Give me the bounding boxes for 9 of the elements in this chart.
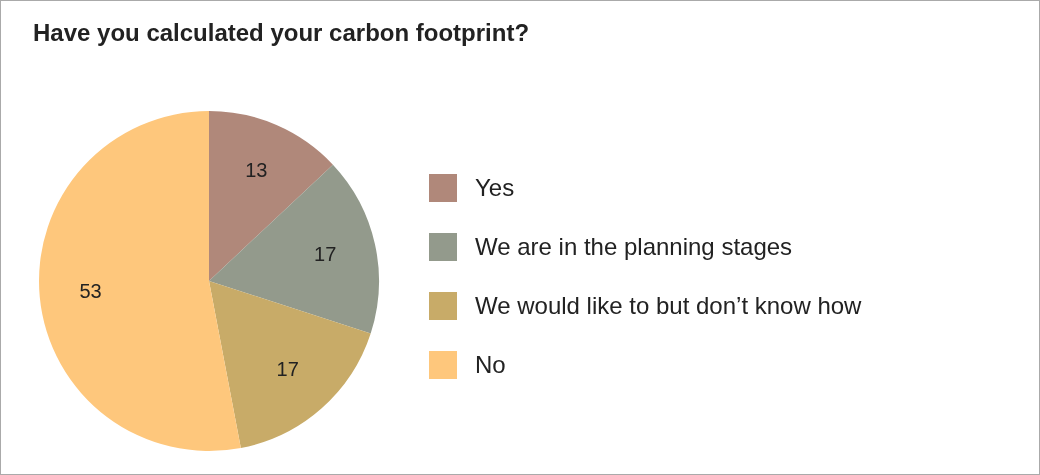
data-label: 17 <box>276 357 299 380</box>
data-label: 17 <box>314 242 337 265</box>
legend-label: Yes <box>475 174 515 202</box>
legend-label: We are in the planning stages <box>475 233 793 261</box>
chart-title: Have you calculated your carbon footprint? <box>33 19 530 47</box>
data-label: 53 <box>79 279 102 302</box>
legend-label: No <box>475 351 506 379</box>
data-label: 13 <box>245 159 268 182</box>
legend-label: We would like to but don’t know how <box>475 292 862 320</box>
